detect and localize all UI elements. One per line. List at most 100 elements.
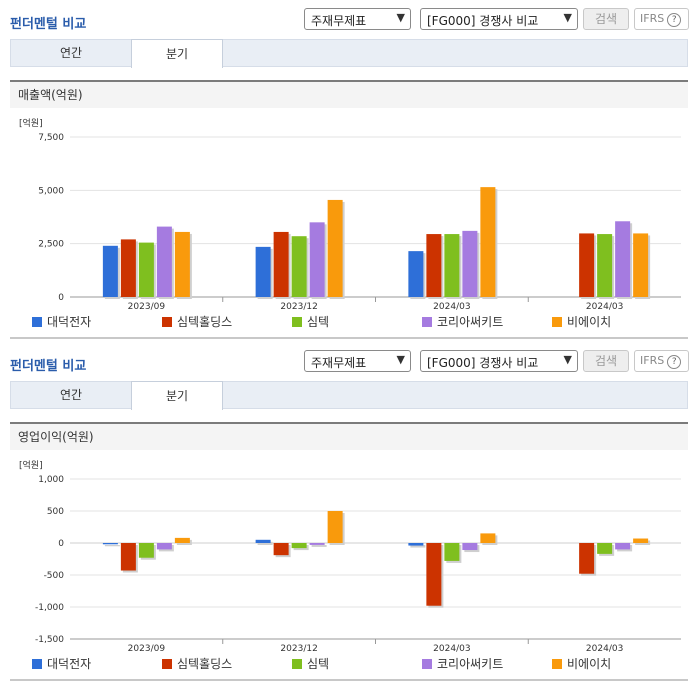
legend-label: 심텍 — [307, 315, 330, 329]
bar — [156, 226, 172, 297]
bar — [615, 543, 631, 550]
x-tick-label: 2024/03 — [586, 644, 623, 654]
legend-item[interactable]: 심텍 — [292, 655, 329, 672]
statement-select[interactable]: 주재무제표 ▼ — [304, 8, 411, 30]
bar — [273, 543, 289, 556]
x-tick-label: 2023/12 — [280, 302, 317, 312]
bar-shadow — [104, 545, 120, 547]
fundamental-section-1: 펀더멘털 비교 주재무제표 ▼ [FG000] 경쟁사 비교 ▼ 검색 IFRS… — [10, 8, 689, 339]
bar — [480, 187, 496, 297]
bar — [426, 543, 442, 606]
peer-select-value: [FG000] 경쟁사 비교 — [427, 14, 539, 28]
unit-label: [억원] — [19, 461, 43, 471]
legend-swatch — [552, 659, 562, 669]
bar — [309, 543, 325, 545]
y-tick-label: -500 — [44, 571, 65, 581]
bar — [255, 246, 271, 297]
period-tabs: 연간 분기 — [10, 39, 688, 68]
bar — [408, 543, 424, 546]
y-tick-label: 0 — [58, 539, 64, 549]
y-tick-label: -1,500 — [35, 635, 64, 645]
x-tick-label: 2023/12 — [280, 644, 317, 654]
bar — [579, 543, 595, 574]
bar — [309, 222, 325, 297]
legend-item[interactable]: 비에이치 — [552, 655, 611, 672]
legend-swatch — [32, 317, 42, 327]
ifrs-label: IFRS — [640, 354, 665, 367]
legend-item[interactable]: 코리아써키트 — [422, 313, 503, 330]
bar — [444, 543, 460, 561]
bar — [291, 236, 307, 297]
bar — [120, 543, 136, 571]
divider — [10, 679, 688, 681]
revenue-chart: 0 2,500 5,000 7,500 2023/09 2023/12 2024/03 202… — [38, 133, 681, 312]
legend-item[interactable]: 코리아써키트 — [422, 655, 503, 672]
bar — [579, 233, 595, 297]
y-tick-label: 500 — [47, 507, 64, 517]
chevron-down-icon: ▼ — [396, 353, 405, 366]
legend-swatch — [292, 659, 302, 669]
bar-shadow — [410, 545, 426, 548]
legend-item[interactable]: 대덕전자 — [32, 313, 91, 330]
section-title: 펀더멘털 비교 — [10, 359, 87, 374]
y-tick-label: 7,500 — [38, 133, 64, 143]
bar — [462, 543, 478, 551]
y-tick-label: 5,000 — [38, 186, 64, 196]
x-tick-label: 2023/09 — [128, 302, 166, 312]
bar — [255, 539, 271, 543]
chart-title: 영업이익(억원) — [10, 422, 688, 450]
statement-select[interactable]: 주재무제표 ▼ — [304, 350, 411, 372]
legend-label: 대덕전자 — [47, 657, 92, 671]
legend-label: 심텍홀딩스 — [177, 315, 233, 329]
bar — [597, 543, 613, 554]
peer-select[interactable]: [FG000] 경쟁사 비교 ▼ — [420, 8, 578, 30]
y-tick-label: 1,000 — [38, 475, 64, 485]
question-icon: ? — [667, 13, 682, 27]
bar — [462, 230, 478, 297]
legend-swatch — [32, 659, 42, 669]
ifrs-help-button[interactable]: IFRS? — [634, 8, 689, 30]
ifrs-help-button[interactable]: IFRS? — [634, 350, 689, 372]
legend-item[interactable]: 대덕전자 — [32, 655, 91, 672]
tab-annual[interactable]: 연간 — [59, 388, 83, 402]
period-tabs: 연간 분기 — [10, 381, 688, 410]
ifrs-label: IFRS — [640, 12, 665, 25]
bar — [597, 234, 613, 297]
statement-select-value: 주재무제표 — [311, 14, 367, 28]
bar — [273, 231, 289, 297]
bar — [633, 538, 649, 543]
legend-label: 코리아써키트 — [437, 657, 504, 671]
tab-quarterly[interactable]: 분기 — [131, 381, 223, 410]
search-button[interactable]: 검색 — [583, 350, 629, 372]
legend-swatch — [422, 317, 432, 327]
tab-quarterly[interactable]: 분기 — [131, 39, 223, 68]
bar — [444, 234, 460, 297]
bar — [327, 199, 343, 297]
chevron-down-icon: ▼ — [396, 11, 405, 24]
bar — [156, 543, 172, 550]
operating-profit-chart: 1,000 500 0 -500 -1,000 -1,500 2023/09 2023/12 2… — [35, 475, 681, 654]
bar — [426, 234, 442, 297]
legend-item[interactable]: 심텍홀딩스 — [162, 313, 232, 330]
legend-item[interactable]: 심텍 — [292, 313, 329, 330]
legend-swatch — [552, 317, 562, 327]
x-tick-label: 2024/03 — [586, 302, 623, 312]
bar — [138, 543, 154, 558]
legend-item[interactable]: 비에이치 — [552, 313, 611, 330]
search-button[interactable]: 검색 — [583, 8, 629, 30]
peer-select[interactable]: [FG000] 경쟁사 비교 ▼ — [420, 350, 578, 372]
legend-label: 심텍 — [307, 657, 330, 671]
bar-shadow — [257, 541, 273, 545]
tab-annual[interactable]: 연간 — [59, 46, 83, 60]
legend-swatch — [162, 659, 172, 669]
statement-select-value: 주재무제표 — [311, 356, 367, 370]
bar — [174, 231, 190, 297]
legend-label: 비에이치 — [567, 657, 612, 671]
legend-item[interactable]: 심텍홀딩스 — [162, 655, 232, 672]
legend-swatch — [162, 317, 172, 327]
y-tick-label: 2,500 — [38, 240, 64, 250]
x-tick-label: 2023/09 — [128, 644, 166, 654]
x-tick-label: 2024/03 — [433, 302, 470, 312]
section-title: 펀더멘털 비교 — [10, 17, 87, 32]
chevron-down-icon: ▼ — [563, 353, 572, 366]
